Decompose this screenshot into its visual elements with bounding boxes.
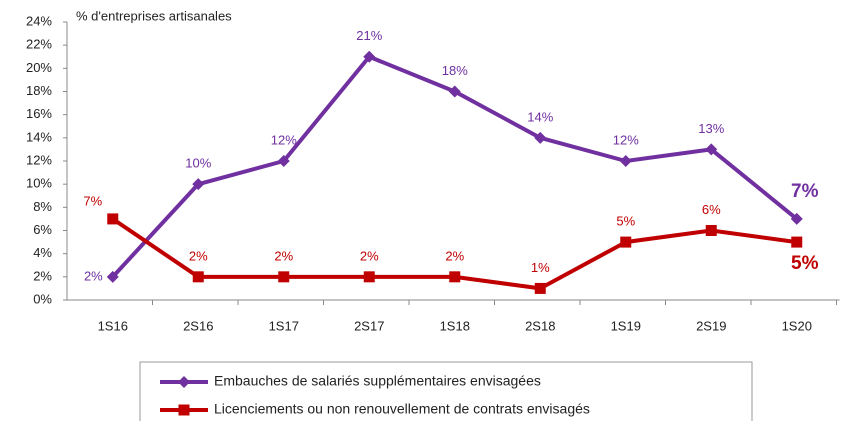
- data-label: 13%: [698, 121, 724, 136]
- data-point: [534, 282, 546, 294]
- x-tick-label: 2S18: [525, 318, 555, 333]
- data-label: 2%: [274, 248, 293, 263]
- y-tick-label: 12%: [26, 152, 52, 167]
- data-point: [192, 271, 204, 283]
- data-label: 2%: [189, 248, 208, 263]
- data-label: 12%: [271, 132, 297, 147]
- x-tick-label: 1S18: [440, 318, 470, 333]
- data-point: [534, 131, 547, 144]
- data-label: 1%: [531, 260, 550, 275]
- data-label: 7%: [791, 181, 819, 202]
- legend-marker: [178, 404, 190, 416]
- data-label: 7%: [83, 193, 102, 208]
- data-point: [705, 143, 718, 156]
- data-label: 14%: [527, 109, 553, 124]
- data-label: 2%: [445, 248, 464, 263]
- data-point: [278, 271, 290, 283]
- data-label: 18%: [442, 63, 468, 78]
- data-point: [363, 50, 376, 63]
- data-label: 2%: [360, 248, 379, 263]
- legend-label: Licenciements ou non renouvellement de c…: [214, 401, 590, 417]
- data-label: 2%: [84, 268, 103, 283]
- y-tick-label: 18%: [26, 83, 52, 98]
- data-point: [705, 225, 717, 236]
- y-tick-label: 10%: [26, 176, 52, 191]
- x-tick-label: 1S19: [611, 318, 641, 333]
- y-tick-label: 8%: [33, 199, 52, 214]
- data-label: 6%: [702, 202, 721, 217]
- data-point: [448, 85, 461, 98]
- y-tick-label: 22%: [26, 37, 52, 52]
- data-point: [192, 178, 205, 191]
- data-point: [449, 271, 461, 283]
- x-tick-label: 1S17: [269, 318, 299, 333]
- data-label: 5%: [791, 253, 819, 274]
- x-tick-label: 1S20: [782, 318, 812, 333]
- data-label: 10%: [185, 156, 211, 171]
- data-point: [106, 270, 119, 283]
- y-tick-label: 16%: [26, 106, 52, 121]
- y-tick-label: 24%: [26, 13, 52, 28]
- data-label: 12%: [613, 132, 639, 147]
- data-label: 21%: [356, 28, 382, 43]
- y-tick-label: 2%: [33, 268, 52, 283]
- data-point: [363, 271, 375, 283]
- data-point: [620, 236, 632, 248]
- y-tick-label: 6%: [33, 222, 52, 237]
- y-tick-label: 14%: [26, 129, 52, 144]
- data-point: [107, 213, 119, 225]
- x-tick-label: 2S19: [696, 318, 726, 333]
- x-tick-label: 2S17: [354, 318, 384, 333]
- y-axis-title: % d'entreprises artisanales: [76, 8, 232, 23]
- legend-label: Embauches de salariés supplémentaires en…: [214, 373, 541, 389]
- data-label: 5%: [616, 214, 635, 229]
- data-point: [619, 155, 632, 167]
- legend-box: [139, 361, 753, 421]
- data-point: [791, 236, 803, 248]
- y-tick-label: 0%: [33, 291, 52, 306]
- legend-marker: [178, 376, 190, 388]
- x-tick-label: 1S16: [98, 318, 128, 333]
- y-tick-label: 20%: [26, 60, 52, 75]
- data-point: [277, 155, 290, 167]
- x-tick-label: 2S16: [183, 318, 213, 333]
- y-tick-label: 4%: [33, 245, 52, 260]
- data-point: [790, 212, 803, 225]
